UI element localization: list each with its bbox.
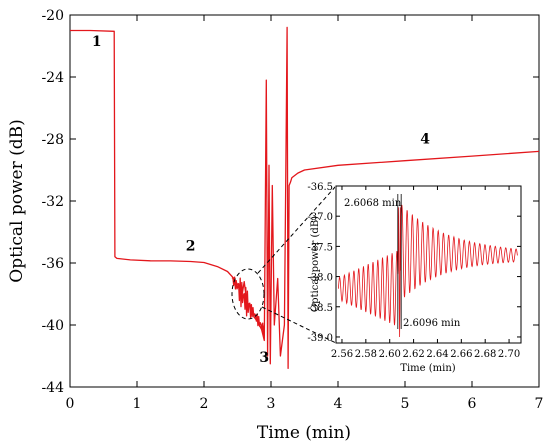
- inset-marker-label-2: 2.6096 min: [403, 318, 461, 329]
- inset-x-tick-label: 2.56: [331, 349, 353, 360]
- main-y-tick-label: -40: [41, 318, 64, 334]
- main-x-tick-label: 6: [468, 396, 477, 412]
- main-annotations: 1 2 3 4: [92, 34, 430, 366]
- region-label-4: 4: [420, 132, 430, 148]
- inset-x-tick-label: 2.70: [498, 349, 520, 360]
- main-y-axis-label: Optical power (dB): [7, 119, 27, 282]
- inset-marker-label-1: 2.6068 min: [344, 198, 402, 209]
- inset-x-tick-label: 2.58: [355, 349, 377, 360]
- inset-x-tick-label: 2.68: [474, 349, 496, 360]
- main-y-tick-label: -44: [41, 380, 64, 396]
- main-series-line: [70, 26, 540, 370]
- main-y-tick-label: -20: [41, 8, 64, 24]
- region-label-2: 2: [186, 239, 196, 255]
- inset-y-tick-label: -38.5: [307, 303, 333, 314]
- inset-chart: 2.56 2.58 2.60 2.62 2.64 2.66 2.68 2.70 -39.0-3…: [307, 182, 522, 374]
- inset-y-tick-label: -39.0: [307, 333, 333, 344]
- inset-x-ticks: 2.56 2.58 2.60 2.62 2.64 2.66 2.68 2.70: [331, 186, 520, 360]
- main-x-tick-label: 2: [200, 396, 209, 412]
- zoom-region-ellipse: [231, 268, 265, 320]
- inset-x-tick-label: 2.64: [426, 349, 448, 360]
- region-label-3: 3: [259, 350, 269, 366]
- main-y-tick-label: -36: [41, 256, 64, 272]
- main-x-tick-label: 0: [66, 396, 75, 412]
- zoom-connector-top: [257, 185, 337, 274]
- main-x-tick-label: 3: [267, 396, 276, 412]
- main-x-tick-label: 4: [334, 396, 343, 412]
- inset-plot-frame: [335, 185, 522, 344]
- main-y-tick-label: -32: [41, 194, 64, 210]
- inset-x-tick-label: 2.60: [379, 349, 401, 360]
- main-y-ticks: -44 -40 -36 -32 -28 -24 -20: [41, 8, 539, 396]
- inset-y-tick-label: -38.0: [307, 273, 333, 284]
- inset-y-ticks: -39.0 -38.5 -38.0 -37.5 -37.0 -36.5: [307, 182, 521, 344]
- inset-series-line: [338, 204, 518, 338]
- inset-x-tick-label: 2.66: [450, 349, 472, 360]
- inset-y-tick-label: -37.0: [307, 212, 333, 223]
- inset-y-tick-label: -36.5: [307, 182, 333, 193]
- inset-y-axis-label: Optical power (dB): [310, 216, 321, 312]
- inset-x-tick-label: 2.62: [402, 349, 424, 360]
- inset-x-axis-label: Time (min): [400, 363, 455, 374]
- main-x-ticks: 0 1 2 3 4 5 6 7: [66, 15, 544, 412]
- main-x-tick-label: 7: [535, 396, 544, 412]
- inset-y-tick-label: -37.5: [307, 242, 333, 253]
- inset-background: [335, 185, 522, 343]
- main-x-axis-label: Time (min): [257, 423, 351, 443]
- main-y-tick-label: -28: [41, 132, 64, 148]
- main-chart: 0 1 2 3 4 5 6 7 -44 -40 -36 -32 -28 -24 -20 Time (min…: [7, 8, 543, 443]
- main-x-tick-label: 5: [401, 396, 410, 412]
- region-label-1: 1: [92, 34, 102, 50]
- main-x-tick-label: 1: [133, 396, 142, 412]
- main-y-tick-label: -24: [41, 70, 64, 86]
